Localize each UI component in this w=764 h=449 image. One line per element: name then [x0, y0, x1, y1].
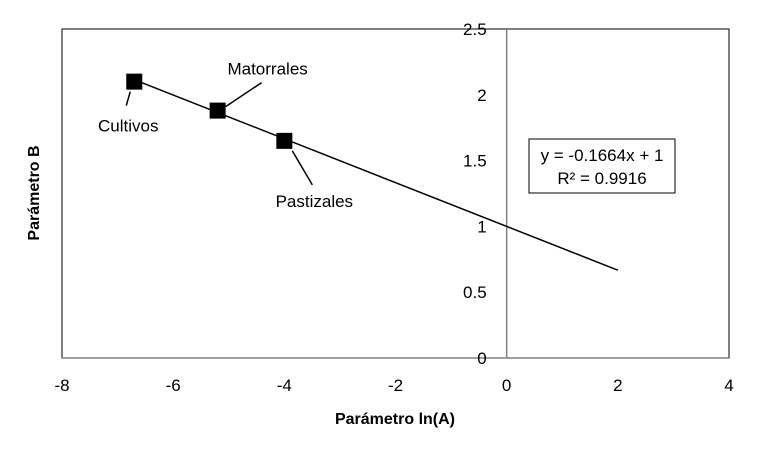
data-points	[126, 73, 293, 149]
data-point-marker	[276, 132, 293, 149]
x-tick-labels: -8 -6 -4 -2 0 2 4	[54, 376, 733, 395]
x-tick-label: -8	[54, 376, 69, 395]
y-tick-label: 2	[477, 86, 486, 105]
point-label: Pastizales	[276, 192, 353, 211]
x-tick-label: 2	[613, 376, 622, 395]
x-axis-title: Parámetro ln(A)	[335, 411, 455, 428]
annotation-leader-line	[225, 81, 263, 108]
y-axis-title: Parámetro B	[26, 145, 43, 240]
y-tick-label: 1.5	[463, 152, 487, 171]
axes-lines	[62, 29, 729, 359]
trendline-equation: y = -0.1664x + 1	[541, 146, 664, 165]
y-tick-label: 0	[477, 349, 486, 368]
data-point-marker	[126, 73, 143, 90]
x-tick-label: -2	[388, 376, 403, 395]
data-point-marker	[209, 102, 226, 119]
x-tick-label: 0	[502, 376, 511, 395]
annotation-leader-line	[291, 150, 313, 186]
y-tick-label: 2.5	[463, 20, 487, 39]
x-tick-label: 4	[724, 376, 733, 395]
y-tick-labels: 0 0.5 1 1.5 2 2.5	[463, 20, 487, 368]
x-tick-label: -6	[166, 376, 181, 395]
annotation-leaders	[125, 81, 313, 186]
y-tick-label: 0.5	[463, 283, 487, 302]
point-labels: Cultivos Matorrales Pastizales	[98, 60, 353, 211]
point-label: Cultivos	[98, 117, 158, 136]
equation-box: y = -0.1664x + 1 R² = 0.9916	[528, 138, 676, 194]
trendline-r-squared: R² = 0.9916	[557, 169, 646, 188]
x-tick-label: -4	[277, 376, 292, 395]
annotation-leader-line	[125, 91, 131, 106]
y-tick-label: 1	[477, 217, 486, 236]
point-label: Matorrales	[227, 60, 307, 79]
equation-box-frame	[528, 138, 676, 194]
